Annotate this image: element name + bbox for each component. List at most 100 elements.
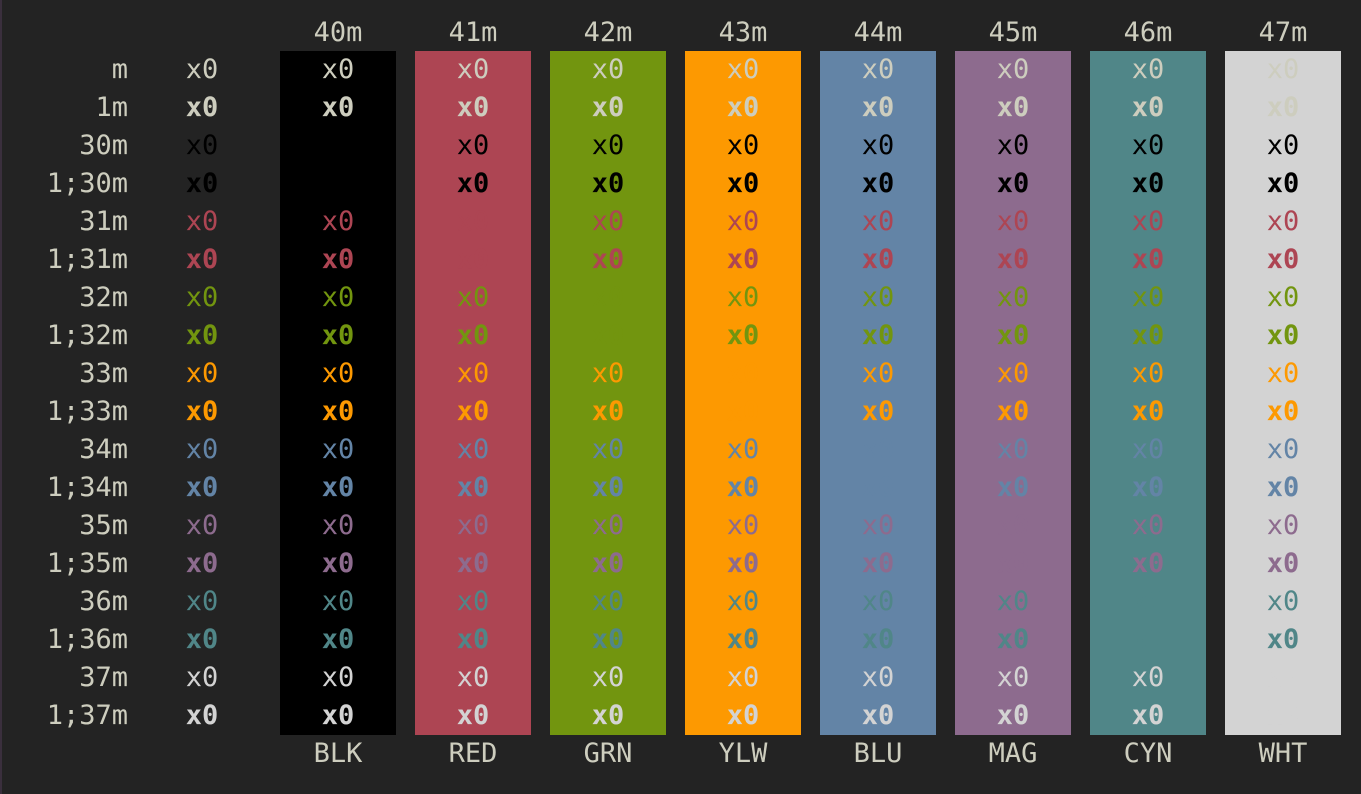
color-sample: x0 [861, 168, 895, 199]
color-sample: x0 [591, 92, 625, 123]
color-sample: x0 [321, 434, 355, 465]
color-sample: x0 [726, 54, 760, 85]
bg-code-header: 47m [1258, 17, 1308, 48]
color-sample: x0 [185, 244, 219, 275]
color-sample: x0 [1131, 624, 1165, 655]
color-sample: x0 [185, 206, 219, 237]
color-sample: x0 [591, 662, 625, 693]
fg-code-label: 32m [79, 282, 128, 313]
color-sample: x0 [185, 434, 219, 465]
color-sample: x0 [456, 396, 490, 427]
color-sample: x0 [861, 472, 895, 503]
color-sample: x0 [321, 92, 355, 123]
bg-column-mag [955, 51, 1071, 735]
color-sample: x0 [456, 320, 490, 351]
color-sample: x0 [726, 624, 760, 655]
color-sample: x0 [591, 320, 625, 351]
color-sample: x0 [321, 662, 355, 693]
fg-code-label: 1;31m [46, 244, 128, 275]
color-sample: x0 [591, 586, 625, 617]
color-sample: x0 [861, 358, 895, 389]
color-sample: x0 [591, 282, 625, 313]
color-sample: x0 [321, 396, 355, 427]
color-sample: x0 [726, 320, 760, 351]
color-sample: x0 [861, 548, 895, 579]
color-sample: x0 [726, 700, 760, 731]
color-sample: x0 [591, 130, 625, 161]
color-sample: x0 [321, 510, 355, 541]
color-sample: x0 [726, 92, 760, 123]
color-sample: x0 [996, 168, 1030, 199]
color-sample: x0 [185, 358, 219, 389]
fg-code-label: 1;30m [46, 168, 128, 199]
color-sample: x0 [726, 434, 760, 465]
color-sample: x0 [726, 472, 760, 503]
color-sample: x0 [185, 662, 219, 693]
color-sample: x0 [726, 548, 760, 579]
bg-code-header: 42m [583, 17, 633, 48]
color-sample: x0 [996, 548, 1030, 579]
color-sample: x0 [861, 434, 895, 465]
bg-name-footer: RED [448, 738, 498, 769]
color-sample: x0 [1131, 434, 1165, 465]
fg-code-label: 1;32m [46, 320, 128, 351]
color-sample: x0 [456, 244, 490, 275]
color-sample: x0 [861, 586, 895, 617]
color-sample: x0 [456, 434, 490, 465]
color-sample: x0 [861, 130, 895, 161]
bg-column-grn [550, 51, 666, 735]
color-sample: x0 [321, 282, 355, 313]
color-sample: x0 [456, 586, 490, 617]
color-sample: x0 [591, 434, 625, 465]
color-sample: x0 [321, 624, 355, 655]
color-sample: x0 [185, 586, 219, 617]
color-sample: x0 [1131, 130, 1165, 161]
color-sample: x0 [726, 282, 760, 313]
color-sample: x0 [185, 92, 219, 123]
color-sample: x0 [1266, 434, 1300, 465]
color-sample: x0 [1266, 282, 1300, 313]
color-sample: x0 [726, 510, 760, 541]
fg-code-label: 1;33m [46, 396, 128, 427]
color-sample: x0 [591, 244, 625, 275]
bg-column-blu [820, 51, 936, 735]
color-sample: x0 [321, 472, 355, 503]
color-sample: x0 [861, 54, 895, 85]
bg-column-blk [280, 51, 396, 735]
color-sample: x0 [321, 358, 355, 389]
bg-name-footer: MAG [988, 738, 1038, 769]
color-sample: x0 [1131, 168, 1165, 199]
color-sample: x0 [185, 130, 219, 161]
color-sample: x0 [726, 206, 760, 237]
color-sample: x0 [1131, 510, 1165, 541]
color-sample: x0 [1131, 662, 1165, 693]
fg-code-label: 34m [79, 434, 128, 465]
color-sample: x0 [321, 54, 355, 85]
bg-code-header: 45m [988, 17, 1038, 48]
color-sample: x0 [456, 358, 490, 389]
color-sample: x0 [456, 282, 490, 313]
color-sample: x0 [1131, 700, 1165, 731]
color-sample: x0 [456, 510, 490, 541]
color-sample: x0 [185, 548, 219, 579]
color-sample: x0 [591, 510, 625, 541]
color-sample: x0 [996, 54, 1030, 85]
color-sample: x0 [1266, 472, 1300, 503]
bg-name-footer: BLK [313, 738, 363, 769]
color-sample: x0 [996, 434, 1030, 465]
color-sample: x0 [996, 282, 1030, 313]
bg-column-red [415, 51, 531, 735]
color-sample: x0 [1266, 320, 1300, 351]
color-sample: x0 [1131, 282, 1165, 313]
color-sample: x0 [456, 624, 490, 655]
color-sample: x0 [185, 510, 219, 541]
color-sample: x0 [321, 168, 355, 199]
color-sample: x0 [1131, 586, 1165, 617]
color-sample: x0 [1131, 472, 1165, 503]
color-sample: x0 [1266, 168, 1300, 199]
bg-code-header: 40m [313, 17, 363, 48]
color-sample: x0 [185, 320, 219, 351]
color-sample: x0 [1131, 320, 1165, 351]
color-sample: x0 [185, 624, 219, 655]
